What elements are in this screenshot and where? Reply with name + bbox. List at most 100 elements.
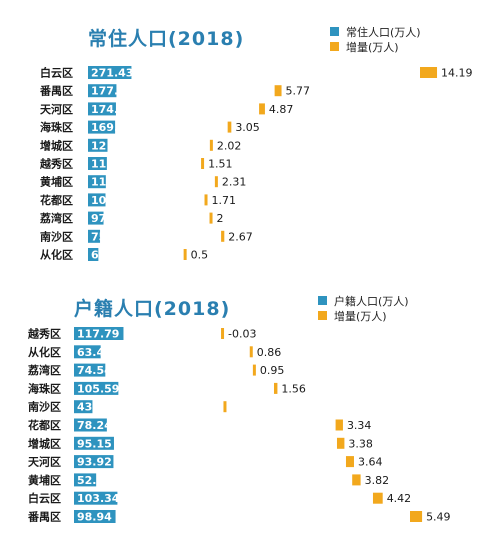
category-label: 海珠区 [28,381,61,395]
legend-item: 常住人口(万人) [330,24,421,39]
population-bar [74,400,93,414]
population-bar [74,510,116,523]
population-bar [88,175,106,189]
value-label: 74.54 [77,364,112,377]
population-bar [88,102,116,116]
increase-label: 3.05 [235,121,259,134]
category-label: 荔湾区 [39,211,73,225]
increase-label: 0.5 [191,249,209,262]
category-label: 天河区 [40,102,73,116]
increase-bar [209,139,213,151]
category-label: 番禺区 [27,510,61,524]
increase-label: 0.95 [260,364,285,377]
legend-label: 户籍人口(万人) [334,294,409,308]
population-bar [88,211,104,225]
increase-bar [273,382,278,394]
increase-bar [336,437,345,449]
increase-bar [201,158,205,169]
increase-bar [227,121,232,133]
value-label: 52.76 [77,474,112,487]
population-bar [74,327,124,340]
category-label: 黄埔区 [40,175,73,189]
value-label: 105.59 [77,382,119,395]
population-bar [88,120,116,134]
resident-population-chart: 白云区 271.43 14.19 番禺区 177.70 5.77 天河区 174.66 4.87… [39,66,473,262]
increase-bar [183,249,187,260]
category-label: 增城区 [28,436,61,450]
registered-population-panel: 户籍人口(2018) 户籍人口(万人) 增量(万人) 越秀区 117.79 -0.0… [0,280,486,551]
legend-label: 增量(万人) [334,309,387,323]
population-bar [74,473,97,487]
population-bar [74,381,119,395]
value-label: 103.34 [77,492,120,505]
increase-label: 5.49 [426,511,451,524]
legend-swatch-orange [330,42,339,51]
legend-item: 增量(万人) [318,308,409,323]
increase-bar [259,103,265,115]
population-bar [74,436,114,450]
population-bar [88,84,117,98]
category-label: 白云区 [28,491,61,505]
population-bar [74,418,107,432]
legend-item: 增量(万人) [330,39,421,54]
increase-label: 2.02 [217,139,242,152]
value-label: 111.41 [91,176,133,189]
population-bar [88,229,101,243]
increase-label: -0.03 [228,328,256,341]
value-label: 169.36 [91,121,134,134]
chart-title: 户籍人口(2018) [74,298,231,320]
legend-swatch-orange [318,311,327,320]
increase-label: 3.34 [347,419,372,432]
population-bar [88,157,107,170]
increase-label: 2 [217,212,224,225]
legend: 常住人口(万人) 增量(万人) [330,24,421,54]
category-label: 从化区 [40,248,73,262]
increase-bar [252,364,256,376]
population-bar [74,363,106,377]
category-label: 增城区 [40,138,73,152]
category-label: 花都区 [40,193,73,207]
category-label: 越秀区 [27,327,61,341]
legend-label: 常住人口(万人) [346,25,421,39]
value-label: 121.85 [91,139,133,152]
increase-bar [345,456,354,468]
increase-bar [420,67,438,78]
value-label: 271.43 [91,67,133,80]
increase-label: 0.86 [257,346,282,359]
category-label: 花都区 [28,418,61,432]
value-label: 78.24 [77,419,112,432]
increase-bar [221,230,225,242]
increase-bar [249,346,253,358]
increase-label: 4.87 [269,103,294,116]
population-bar [88,66,132,79]
increase-bar [204,194,208,206]
category-label: 南沙区 [40,229,73,243]
increase-bar [335,419,343,431]
increase-label: 1.71 [212,194,237,207]
category-label: 南沙区 [28,400,61,414]
increase-bar [209,212,213,224]
population-bar [88,138,108,152]
category-label: 荔湾区 [27,363,61,377]
registered-population-chart: 越秀区 117.79 -0.03 从化区 63.49 0.86 荔湾区 74.54 0.95 海珠… [27,327,451,524]
category-label: 越秀区 [39,157,73,171]
increase-label: 4.42 [387,492,412,505]
value-label: 43.93 [77,401,112,414]
value-label: 63.49 [77,346,112,359]
increase-label: 3.38 [348,437,373,450]
increase-bar [214,176,218,188]
population-bar [88,248,99,261]
increase-bar [352,474,361,486]
legend-item: 户籍人口(万人) [318,293,409,308]
value-label: 98.94 [77,511,112,524]
legend-swatch-blue [330,27,339,36]
increase-label: 14.19 [441,67,473,80]
legend-swatch-blue [318,296,327,305]
value-label: 95.15 [77,437,112,450]
population-bar [74,491,118,505]
population-bar [74,455,114,469]
increase-label: 3.64 [358,456,383,469]
value-label: 177.70 [91,85,134,98]
increase-label: 5.77 [286,85,311,98]
value-label: 117.79 [77,328,119,341]
